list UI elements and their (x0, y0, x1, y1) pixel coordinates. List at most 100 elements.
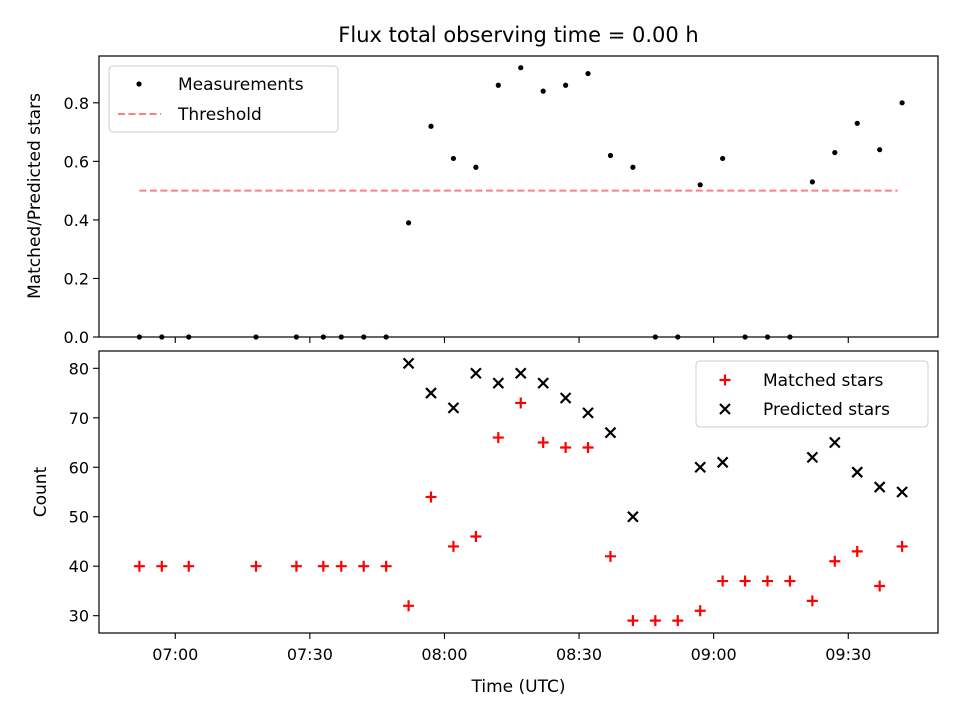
bottom-y-tick-label: 30 (69, 607, 89, 626)
predicted-star-point (806, 451, 819, 464)
matched-star-point (250, 560, 262, 572)
top-axes-frame (98, 55, 939, 338)
matched-star-point (156, 560, 168, 572)
matched-star-point (604, 550, 616, 562)
measurement-point (473, 164, 479, 170)
legend-measurements-label: Measurements (178, 75, 304, 95)
x-tick-label: 07:00 (152, 645, 198, 664)
predicted-star-point (582, 407, 594, 419)
predicted-star-point (402, 357, 415, 370)
matched-star-point (627, 615, 639, 627)
predicted-star-point (604, 426, 617, 439)
matched-star-point (537, 437, 549, 449)
top-y-tick-label: 0.2 (64, 269, 89, 288)
matched-star-point (806, 595, 818, 607)
predicted-star-point (873, 481, 886, 493)
matched-star-point (470, 531, 482, 543)
matched-star-point (694, 605, 706, 617)
predicted-star-point (425, 387, 437, 399)
matched-star-point (762, 575, 774, 587)
measurement-point (720, 155, 726, 162)
matched-star-point (335, 560, 347, 572)
matched-star-point (672, 615, 684, 627)
legend-measurements-marker (136, 81, 142, 87)
predicted-star-point (514, 367, 527, 380)
measurement-point (405, 220, 412, 226)
top-plot-area: 0.0 0.2 0.4 0.6 0.8 (64, 65, 905, 347)
matched-star-point (560, 441, 572, 453)
x-tick-label: 07:30 (287, 645, 333, 664)
measurement-point (697, 182, 703, 188)
measurement-point (428, 123, 434, 129)
measurement-point (563, 82, 569, 88)
x-tick-label: 09:30 (825, 645, 871, 664)
chart-title: Flux total observing time = 0.00 h (338, 23, 698, 47)
bottom-y-tick-label: 40 (69, 557, 89, 576)
matched-star-point (358, 560, 370, 572)
matched-star-point (515, 397, 527, 409)
x-tick-label: 08:00 (421, 645, 467, 664)
bottom-y-tick-label: 60 (69, 458, 89, 477)
matched-star-point (739, 575, 751, 587)
measurement-point (540, 88, 546, 94)
matched-star-point (133, 560, 145, 572)
matched-star-point (829, 555, 841, 567)
measurement-point (495, 82, 501, 88)
bottom-y-axis-label: Count (31, 466, 51, 517)
measurement-point (450, 155, 457, 162)
measurement-point (607, 152, 614, 159)
matched-star-point (492, 432, 504, 444)
legend-threshold-label: Threshold (177, 105, 262, 125)
top-y-tick-label: 0.6 (64, 152, 89, 171)
top-y-tick-label: 0.0 (64, 328, 89, 347)
x-tick-label: 08:30 (556, 645, 602, 664)
top-y-tick-label: 0.4 (64, 211, 89, 230)
measurement-point (630, 164, 636, 170)
legend-predicted-label: Predicted stars (763, 400, 890, 420)
top-panel: Flux total observing time = 0.00 h Match… (25, 23, 939, 347)
bottom-y-tick-label: 70 (69, 409, 89, 428)
legend-predicted-marker (719, 403, 731, 415)
measurement-point (518, 65, 524, 71)
bottom-plot-area: 30 40 50 60 70 80 07:00 07:30 08:00 08:30 09:00 09:… (69, 357, 908, 664)
measurement-point (809, 179, 815, 185)
top-legend-box (108, 65, 339, 133)
matched-star-point (447, 540, 459, 552)
matched-star-point (896, 540, 908, 552)
matched-star-point (851, 545, 863, 557)
legend-matched-label: Matched stars (763, 371, 883, 391)
top-legend: Measurements Threshold (108, 65, 339, 133)
measurement-point (854, 120, 860, 126)
predicted-star-point (559, 392, 572, 404)
bottom-y-tick-label: 50 (69, 508, 89, 527)
measurement-point (832, 149, 838, 156)
predicted-star-point (851, 466, 864, 478)
measurement-point (585, 70, 591, 77)
bottom-axes-frame (98, 350, 939, 634)
bottom-legend: Matched stars Predicted stars (695, 360, 929, 428)
top-y-axis-label: Matched/Predicted stars (25, 93, 45, 299)
matched-star-point (784, 575, 796, 587)
bottom-panel: Count Time (UTC) 30 40 50 60 70 80 07:00 07:30 0… (31, 350, 939, 697)
top-y-tick-label: 0.8 (64, 94, 89, 113)
predicted-star-point (470, 367, 482, 380)
matched-star-point (649, 615, 661, 627)
predicted-star-point (537, 377, 549, 389)
measurement-point (877, 147, 883, 153)
predicted-star-point (492, 377, 505, 389)
matched-star-point (874, 580, 886, 592)
matched-star-point (403, 600, 415, 612)
matched-star-point (290, 560, 302, 572)
predicted-star-point (447, 402, 460, 414)
predicted-star-point (829, 436, 841, 449)
predicted-star-point (694, 461, 706, 474)
matched-star-point (582, 441, 594, 453)
predicted-star-point (627, 510, 639, 523)
legend-matched-marker (719, 374, 731, 386)
bottom-legend-box (695, 360, 929, 428)
matched-star-point (317, 560, 329, 572)
matched-star-point (717, 575, 729, 587)
x-axis-label: Time (UTC) (471, 677, 566, 697)
x-tick-label: 09:00 (691, 645, 737, 664)
